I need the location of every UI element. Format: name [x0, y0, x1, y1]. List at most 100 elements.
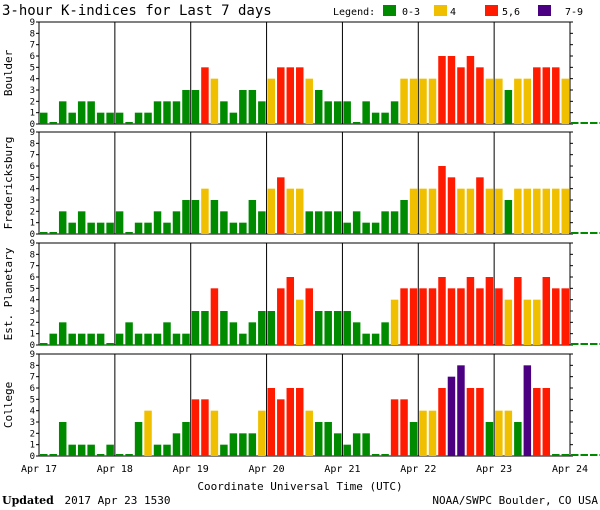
panel-est-planetary: 01 234 567 89 Est. Planetary	[2, 239, 600, 351]
y-tick-label: 5	[30, 173, 35, 183]
bar	[201, 188, 209, 234]
bar	[495, 78, 503, 124]
bar	[428, 78, 437, 124]
bar	[324, 422, 332, 456]
bar	[362, 101, 370, 124]
bar	[220, 211, 228, 234]
bar	[286, 277, 295, 345]
y-tick-label: 3	[30, 418, 35, 428]
legend-swatch-0-3	[383, 5, 396, 16]
bar	[248, 90, 257, 124]
y-tick-label: 3	[30, 86, 35, 96]
bar	[400, 200, 408, 234]
bar	[277, 177, 285, 234]
bar	[305, 211, 313, 234]
bar	[40, 343, 48, 345]
bar	[438, 166, 446, 234]
y-tick-label: 0	[30, 120, 35, 130]
bar	[428, 288, 437, 345]
bar	[286, 388, 295, 456]
bar	[457, 365, 465, 456]
bar	[77, 101, 86, 124]
bar	[201, 399, 209, 456]
bar	[552, 188, 560, 234]
bar	[343, 311, 351, 345]
y-tick-label: 0	[30, 452, 35, 462]
bar	[504, 299, 513, 345]
bar	[447, 177, 456, 234]
bar	[476, 288, 484, 345]
bar	[390, 101, 399, 124]
bar	[580, 454, 588, 456]
y-tick-label: 6	[30, 52, 35, 62]
bar	[457, 288, 465, 345]
station-label: College	[2, 382, 15, 428]
x-tick-label: Apr 24	[552, 464, 588, 475]
bar	[533, 388, 541, 456]
y-tick-label: 9	[30, 18, 35, 28]
bar	[239, 222, 247, 234]
legend-swatch-5-6	[485, 5, 498, 16]
bar	[296, 67, 304, 124]
bar	[409, 188, 418, 234]
bar	[40, 112, 48, 124]
bar	[115, 112, 124, 124]
bar	[362, 222, 370, 234]
bar	[96, 112, 105, 124]
y-tick-label: 2	[30, 318, 35, 328]
bar	[106, 343, 114, 345]
y-tick-label: 3	[30, 196, 35, 206]
bar	[514, 78, 522, 124]
bar	[115, 211, 124, 234]
bar	[58, 211, 67, 234]
bar	[49, 122, 57, 124]
bar	[324, 311, 332, 345]
bar	[561, 454, 569, 456]
y-tick-label: 4	[30, 75, 35, 85]
y-tick-label: 5	[30, 284, 35, 294]
y-tick-label: 1	[30, 441, 35, 451]
bar	[495, 188, 503, 234]
bar	[191, 399, 200, 456]
updated-footer: Updated 2017 Apr 23 1530	[2, 494, 170, 507]
bar	[466, 56, 475, 124]
bar	[68, 222, 76, 234]
bar	[182, 90, 190, 124]
bar	[428, 410, 437, 456]
bar	[589, 232, 598, 234]
bar	[381, 112, 389, 124]
bar	[163, 444, 171, 456]
bar	[352, 122, 361, 124]
bar	[49, 454, 57, 456]
y-tick-label: 5	[30, 395, 35, 405]
bar	[144, 410, 152, 456]
bar	[191, 311, 200, 345]
legend-item-7-9: 7-9	[565, 7, 583, 18]
bar	[533, 188, 541, 234]
bar	[134, 422, 143, 456]
updated-value: 2017 Apr 23 1530	[65, 494, 171, 507]
legend-swatch-4	[434, 5, 447, 16]
bar	[419, 188, 427, 234]
bar	[172, 433, 181, 456]
bar	[87, 333, 95, 345]
panel-frame	[38, 242, 571, 346]
bar	[409, 288, 418, 345]
bar	[561, 288, 569, 345]
y-tick-label: 1	[30, 109, 35, 119]
bar	[68, 444, 76, 456]
bar	[571, 454, 579, 456]
bar	[466, 277, 475, 345]
panel-fredericksburg: 01 234 567 89 Fredericksburg	[2, 128, 600, 240]
bar	[220, 311, 228, 345]
bar	[371, 222, 380, 234]
bar	[125, 232, 133, 234]
bar	[333, 433, 342, 456]
bar	[352, 211, 361, 234]
bar	[504, 410, 513, 456]
bar	[134, 333, 143, 345]
bar	[390, 299, 399, 345]
bar	[580, 232, 588, 234]
chart-panels: 0123456789Boulder0123456789Fredericksbur…	[2, 18, 600, 462]
legend-item-5-6: 5,6	[502, 7, 520, 18]
